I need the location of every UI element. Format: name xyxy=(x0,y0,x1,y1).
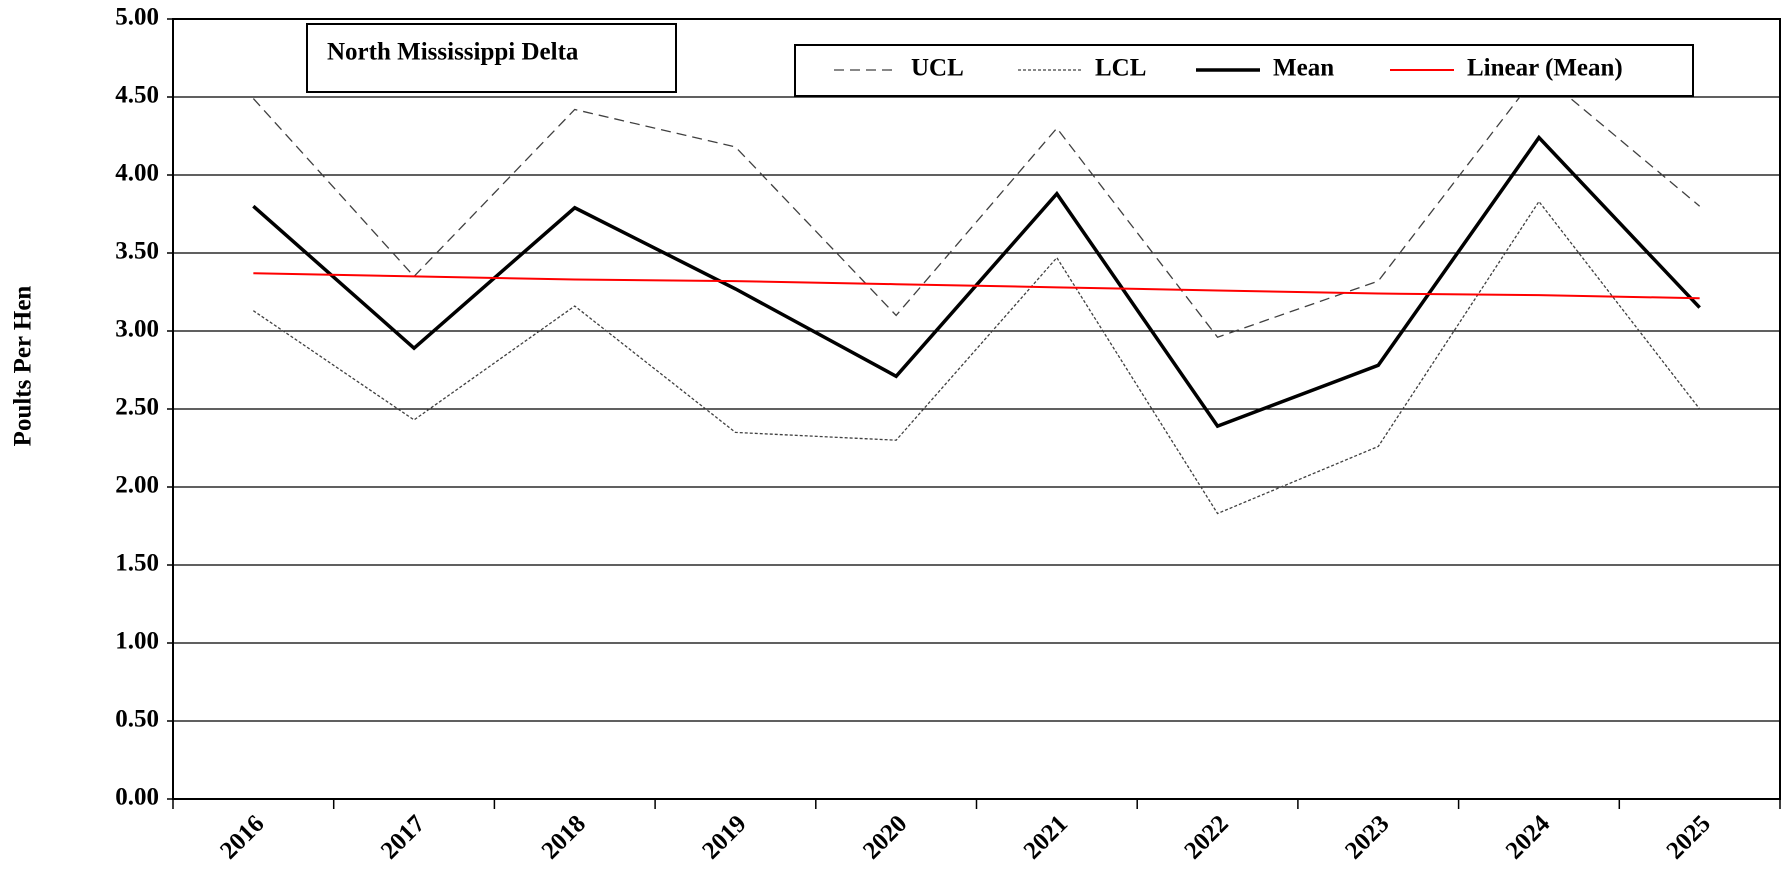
x-tick-label: 2018 xyxy=(537,810,591,864)
y-tick-label: 2.00 xyxy=(115,472,159,499)
x-tick-label: 2023 xyxy=(1340,810,1394,864)
y-tick-label: 4.50 xyxy=(115,82,159,109)
y-tick-label: 3.00 xyxy=(115,316,159,343)
series-line xyxy=(252,71,1701,339)
y-tick-label: 5.00 xyxy=(115,4,159,31)
legend-label: LCL xyxy=(1095,55,1146,82)
annotation: North Mississippi Delta xyxy=(327,39,579,66)
x-tick-label: 2025 xyxy=(1662,810,1716,864)
x-tick-label: 2021 xyxy=(1019,810,1073,864)
y-tick-label: 0.00 xyxy=(115,784,159,811)
x-tick-label: 2019 xyxy=(697,810,751,864)
annotation-box xyxy=(306,23,677,93)
y-tick-label: 0.50 xyxy=(115,706,159,733)
y-tick-label: 4.00 xyxy=(115,160,159,187)
y-axis-title: Poults Per Hen xyxy=(10,286,37,447)
x-tick-label: 2024 xyxy=(1501,810,1556,865)
x-tick-label: 2016 xyxy=(215,810,269,864)
series-line xyxy=(252,200,1701,515)
x-tick-label: 2017 xyxy=(376,810,430,864)
y-tick-label: 1.00 xyxy=(115,628,159,655)
y-tick-label: 3.50 xyxy=(115,238,159,265)
y-tick-label: 1.50 xyxy=(115,550,159,577)
y-tick-label: 2.50 xyxy=(115,394,159,421)
legend-label: UCL xyxy=(911,55,964,82)
legend-label: Linear (Mean) xyxy=(1467,55,1623,82)
series-line xyxy=(253,272,1700,300)
x-tick-label: 2022 xyxy=(1179,810,1233,864)
x-tick-label: 2020 xyxy=(858,810,912,864)
legend-label: Mean xyxy=(1273,55,1334,82)
